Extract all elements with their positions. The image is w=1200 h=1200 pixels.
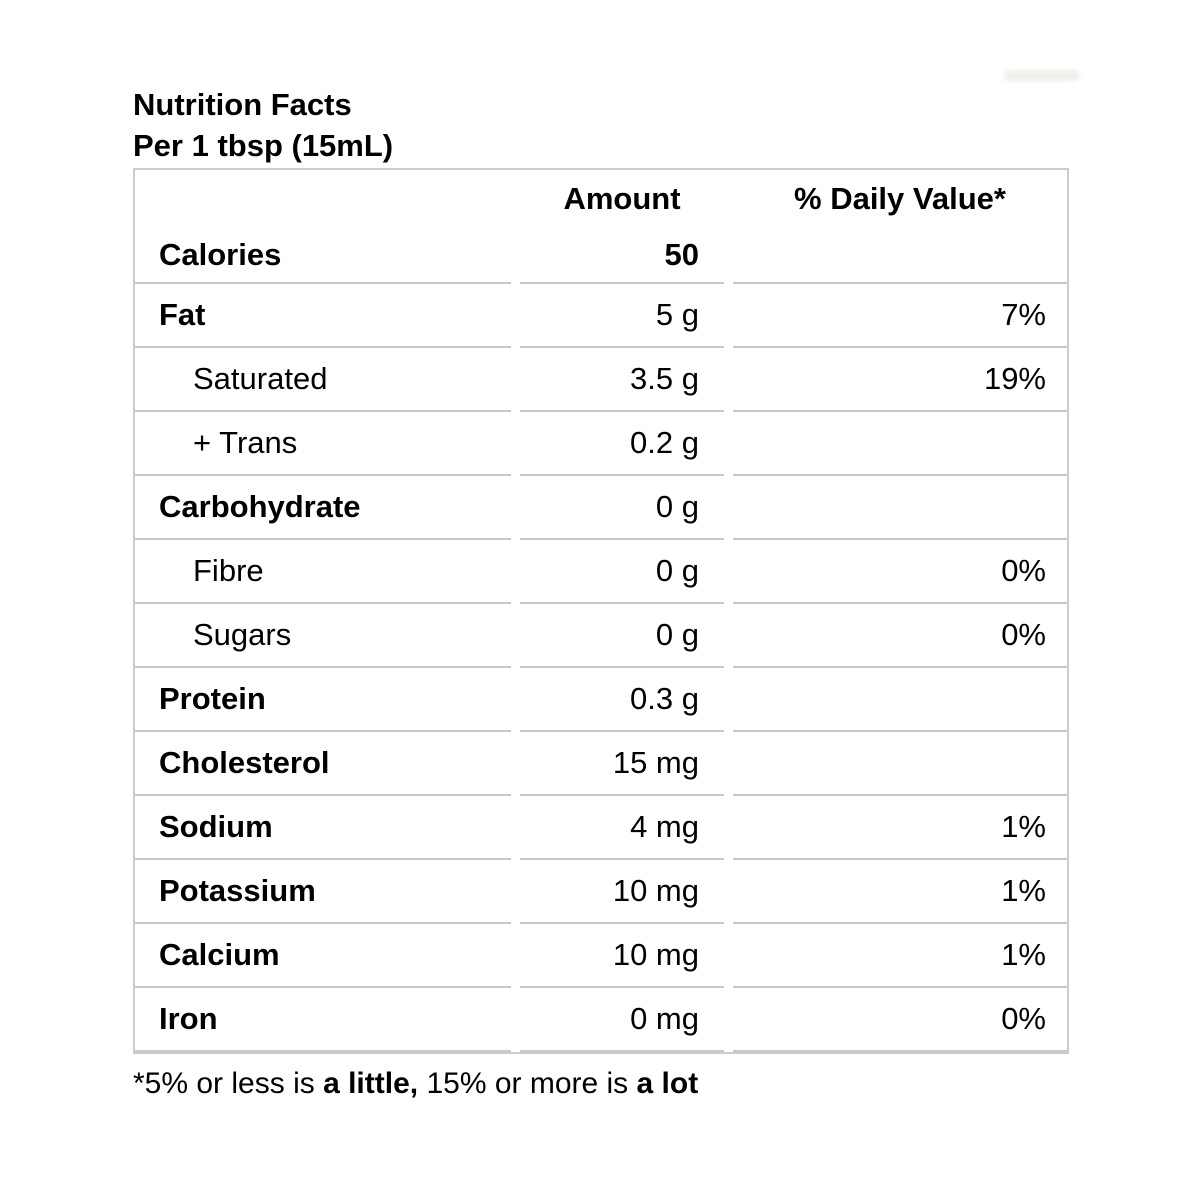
daily-value: 1%: [733, 796, 1067, 860]
amount-value: 50: [520, 228, 724, 284]
nutrient-label: Iron: [135, 988, 511, 1052]
daily-value: [733, 228, 1067, 284]
table-row-saturated: Saturated 3.5 g 19%: [135, 348, 1067, 412]
table-row-sugars: Sugars 0 g 0%: [135, 604, 1067, 668]
table-row-fibre: Fibre 0 g 0%: [135, 540, 1067, 604]
amount-value: 0 g: [520, 540, 724, 604]
table-row-calcium: Calcium 10 mg 1%: [135, 924, 1067, 988]
table-row-trans: + Trans 0.2 g: [135, 412, 1067, 476]
amount-value: 4 mg: [520, 796, 724, 860]
footnote-a-little: a little,: [323, 1067, 419, 1100]
footnote-text: 15% or more is: [418, 1067, 637, 1100]
column-header-nutrient: [135, 170, 511, 228]
amount-value: 0 mg: [520, 988, 724, 1052]
table-row-sodium: Sodium 4 mg 1%: [135, 796, 1067, 860]
nutrient-label: Sugars: [135, 604, 511, 668]
nutrient-label: Cholesterol: [135, 732, 511, 796]
table-row-calories: Calories 50: [135, 228, 1067, 284]
amount-value: 3.5 g: [520, 348, 724, 412]
nutrient-label: Carbohydrate: [135, 476, 511, 540]
nutrient-label: Fat: [135, 284, 511, 348]
amount-value: 0 g: [520, 604, 724, 668]
daily-value: 7%: [733, 284, 1067, 348]
nutrition-table: Amount % Daily Value* Calories 50 Fat 5 …: [133, 168, 1069, 1054]
panel-header: Nutrition Facts Per 1 tbsp (15mL): [133, 84, 1069, 166]
serving-size: Per 1 tbsp (15mL): [133, 128, 394, 163]
amount-value: 5 g: [520, 284, 724, 348]
daily-value: 0%: [733, 604, 1067, 668]
daily-value: 1%: [733, 860, 1067, 924]
nutrient-label: + Trans: [135, 412, 511, 476]
amount-value: 0.3 g: [520, 668, 724, 732]
daily-value: 0%: [733, 988, 1067, 1052]
amount-value: 0 g: [520, 476, 724, 540]
column-header-daily-value: % Daily Value*: [794, 181, 1006, 216]
amount-value: 10 mg: [520, 860, 724, 924]
daily-value: 0%: [733, 540, 1067, 604]
table-row-protein: Protein 0.3 g: [135, 668, 1067, 732]
table-row-potassium: Potassium 10 mg 1%: [135, 860, 1067, 924]
nutrient-label: Protein: [135, 668, 511, 732]
table-row-carbohydrate: Carbohydrate 0 g: [135, 476, 1067, 540]
daily-value: [733, 412, 1067, 476]
nutrition-facts-panel: Nutrition Facts Per 1 tbsp (15mL) Amount…: [133, 84, 1069, 1104]
daily-value: [733, 476, 1067, 540]
daily-value-footnote: *5% or less is a little, 15% or more is …: [133, 1064, 1069, 1104]
daily-value: [733, 668, 1067, 732]
daily-value: 1%: [733, 924, 1067, 988]
nutrient-label: Calcium: [135, 924, 511, 988]
column-header-amount: Amount: [563, 181, 681, 216]
nutrient-label: Sodium: [135, 796, 511, 860]
nutrient-label: Saturated: [135, 348, 511, 412]
footnote-a-lot: a lot: [636, 1067, 699, 1100]
amount-value: 10 mg: [520, 924, 724, 988]
table-row-fat: Fat 5 g 7%: [135, 284, 1067, 348]
footnote-text: *5% or less is: [133, 1067, 324, 1100]
amount-value: 15 mg: [520, 732, 724, 796]
nutrient-label: Fibre: [135, 540, 511, 604]
page-title: Nutrition Facts: [133, 87, 352, 122]
table-row-iron: Iron 0 mg 0%: [135, 988, 1067, 1052]
decorative-smudge: [1004, 70, 1080, 81]
nutrient-label: Potassium: [135, 860, 511, 924]
daily-value: 19%: [733, 348, 1067, 412]
daily-value: [733, 732, 1067, 796]
table-header-row: Amount % Daily Value*: [135, 170, 1067, 228]
amount-value: 0.2 g: [520, 412, 724, 476]
table-row-cholesterol: Cholesterol 15 mg: [135, 732, 1067, 796]
nutrient-label: Calories: [135, 228, 511, 284]
